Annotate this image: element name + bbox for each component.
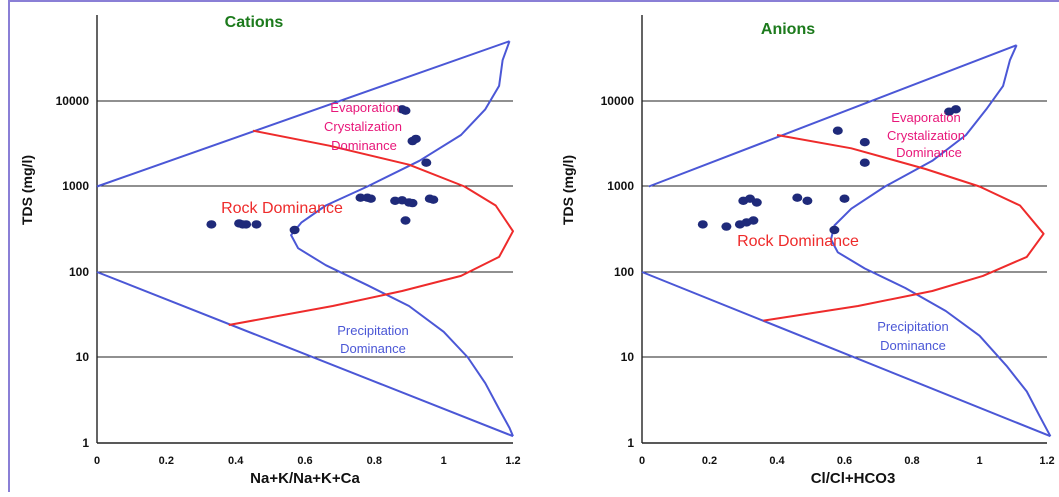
cations-x-tick-label: 0.2 (159, 455, 174, 467)
anions-title: Anions (761, 21, 815, 38)
cations-data-point (410, 134, 421, 144)
cations-data-point (421, 158, 432, 167)
anions-y-tick-label: 10000 (601, 94, 635, 108)
anions-data-point (950, 105, 961, 114)
cations-x-tick-label: 0.6 (297, 455, 312, 467)
cations-x-tick-label: 1 (441, 455, 447, 467)
cations-evaporation-label: Crystalization (324, 119, 402, 134)
anions-data-point (751, 198, 762, 207)
anions-evaporation-label: Crystalization (887, 128, 965, 143)
anions-y-tick-label: 1000 (607, 179, 634, 193)
anions-y-axis-label: TDS (mg/l) (560, 155, 576, 225)
anions-y-tick-label: 100 (614, 265, 634, 279)
anions-precipitation-label: Dominance (880, 338, 946, 353)
anions-x-tick-label: 0.4 (769, 455, 785, 467)
anions-y-tick-label: 1 (627, 436, 634, 450)
cations-y-tick-label: 10 (76, 350, 90, 364)
anions-data-point (859, 138, 870, 147)
cations-x-tick-label: 1.2 (505, 455, 520, 467)
cations-title: Cations (225, 14, 284, 31)
anions-x-tick-label: 1 (976, 455, 982, 467)
anions-data-point (792, 193, 803, 202)
anions-boundary-lower (641, 271, 1051, 438)
cations-data-point (428, 195, 439, 204)
anions-rock-curve (763, 134, 1045, 322)
cations-boundary-upper (96, 40, 510, 188)
anions-x-tick-label: 0.2 (702, 455, 717, 467)
cations-y-tick-label: 1 (82, 436, 89, 450)
cations-x-tick-label: 0.4 (228, 455, 244, 467)
anions-y-tick-label: 10 (621, 350, 635, 364)
anions-data-point (829, 225, 840, 235)
cations-data-point (365, 194, 376, 203)
anions-x-tick-label: 0.6 (837, 455, 852, 467)
cations-boundary-right-curve (290, 40, 514, 437)
cations-data-point (400, 216, 411, 225)
anions-precipitation-label: Precipitation (877, 319, 949, 334)
frame-top-line (8, 0, 1059, 2)
cations-x-tick-label: 0 (94, 455, 100, 467)
cations-boundary-lower (96, 271, 514, 438)
cations-rock-dominance-label: Rock Dominance (221, 200, 343, 217)
anions-data-point (748, 216, 759, 225)
cations-evaporation-label: Dominance (331, 138, 397, 153)
frame-left-line (8, 0, 10, 492)
anions-x-tick-label: 0 (639, 455, 645, 467)
anions-x-axis-label: Cl/Cl+HCO3 (811, 470, 896, 487)
anions-data-point (697, 220, 708, 229)
anions-boundary-right-curve (830, 44, 1052, 437)
cations-data-point (251, 220, 262, 229)
anions-data-point (832, 126, 843, 135)
cations-y-tick-label: 100 (69, 265, 89, 279)
cations-x-tick-label: 0.8 (367, 455, 382, 467)
cations-data-point (206, 220, 217, 229)
anions-data-point (859, 158, 870, 167)
anions-rock-dominance-label: Rock Dominance (737, 233, 859, 250)
anions-data-point (721, 222, 732, 231)
cations-evaporation-label: Evaporation (330, 100, 399, 115)
cations-data-point (400, 106, 411, 115)
cations-data-point (355, 193, 366, 202)
anions-data-point (802, 196, 813, 205)
anions-evaporation-label: Evaporation (891, 110, 960, 125)
cations-precipitation-label: Precipitation (337, 323, 409, 338)
cations-rock-curve (228, 129, 514, 326)
anions-boundary-upper (648, 44, 1017, 188)
cations-y-axis-label: TDS (mg/l) (19, 155, 35, 225)
anions-data-point (839, 194, 850, 203)
cations-y-tick-label: 1000 (62, 179, 89, 193)
cations-data-point (241, 220, 252, 229)
anions-x-tick-label: 0.8 (904, 455, 919, 467)
anions-x-tick-label: 1.2 (1039, 455, 1054, 467)
cations-y-tick-label: 10000 (56, 94, 90, 108)
anions-evaporation-label: Dominance (896, 145, 962, 160)
cations-precipitation-label: Dominance (340, 341, 406, 356)
cations-data-point (407, 198, 418, 208)
cations-x-axis-label: Na+K/Na+K+Ca (250, 470, 360, 487)
cations-data-point (289, 225, 300, 235)
